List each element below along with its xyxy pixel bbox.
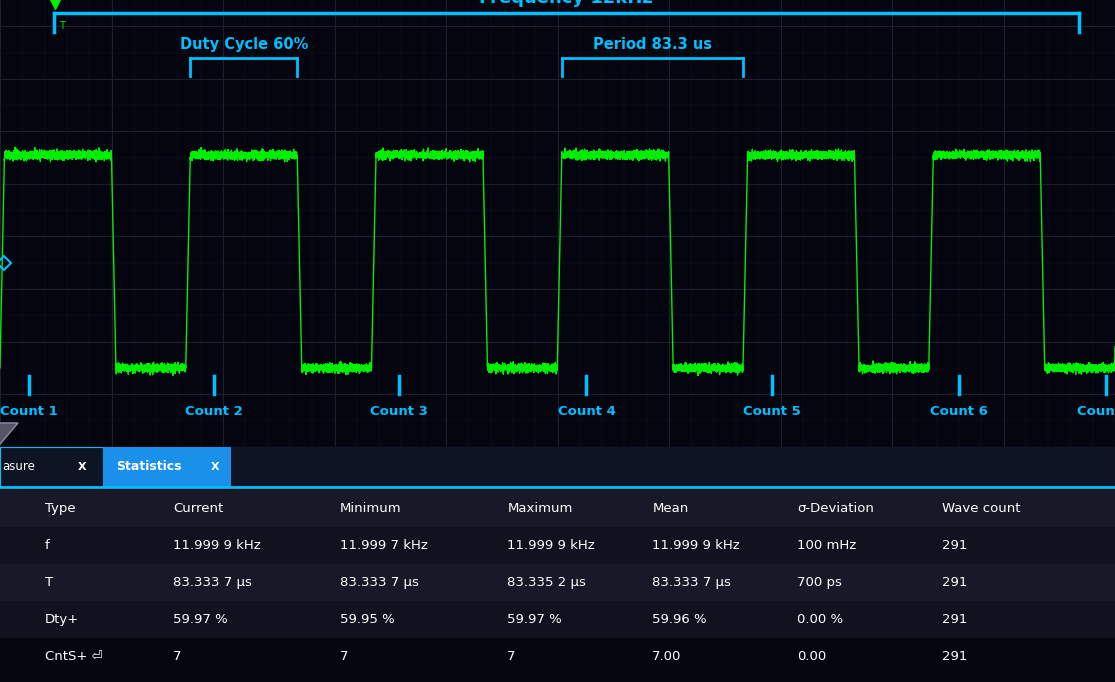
Text: CntS+ ⏎: CntS+ ⏎ [45, 650, 103, 663]
Text: Period 83.3 us: Period 83.3 us [593, 37, 711, 52]
Text: T: T [59, 21, 66, 31]
Text: 7: 7 [507, 650, 516, 663]
Bar [0, 601, 1115, 638]
Text: 83.333 7 μs: 83.333 7 μs [652, 576, 731, 589]
Text: 7: 7 [340, 650, 349, 663]
Text: T: T [45, 576, 52, 589]
Text: Maximum: Maximum [507, 503, 573, 516]
Text: Count 3: Count 3 [370, 405, 428, 418]
Text: 11.999 7 kHz: 11.999 7 kHz [340, 539, 428, 552]
Text: 59.95 %: 59.95 % [340, 613, 395, 626]
Text: Count 1: Count 1 [0, 405, 58, 418]
Text: 291: 291 [942, 539, 968, 552]
Text: 83.335 2 μs: 83.335 2 μs [507, 576, 586, 589]
Text: Count 2: Count 2 [185, 405, 243, 418]
Text: 7: 7 [173, 650, 182, 663]
Text: X: X [78, 462, 87, 472]
Text: 11.999 9 kHz: 11.999 9 kHz [507, 539, 595, 552]
Bar [103, 447, 231, 487]
Text: Current: Current [173, 503, 223, 516]
Text: 291: 291 [942, 650, 968, 663]
Text: Duty Cycle 60%: Duty Cycle 60% [180, 37, 308, 52]
Text: 11.999 9 kHz: 11.999 9 kHz [652, 539, 740, 552]
Text: Count 7: Count 7 [1077, 405, 1115, 418]
Text: 291: 291 [942, 576, 968, 589]
Text: Count 5: Count 5 [743, 405, 801, 418]
Text: Dty+: Dty+ [45, 613, 79, 626]
Text: 59.97 %: 59.97 % [173, 613, 227, 626]
Text: σ-Deviation: σ-Deviation [797, 503, 874, 516]
Text: 291: 291 [942, 613, 968, 626]
Text: 700 ps: 700 ps [797, 576, 842, 589]
Text: 59.96 %: 59.96 % [652, 613, 707, 626]
Text: Minimum: Minimum [340, 503, 401, 516]
Text: Count 6: Count 6 [930, 405, 988, 418]
Polygon shape [0, 423, 18, 444]
Bar [0, 490, 1115, 527]
Text: Type: Type [45, 503, 75, 516]
Text: 7.00: 7.00 [652, 650, 681, 663]
Text: Wave count: Wave count [942, 503, 1020, 516]
Text: Statistics: Statistics [116, 460, 182, 473]
Text: 59.97 %: 59.97 % [507, 613, 562, 626]
Text: 11.999 9 kHz: 11.999 9 kHz [173, 539, 261, 552]
Bar [0, 447, 1115, 487]
Text: f: f [45, 539, 49, 552]
Text: Mean: Mean [652, 503, 689, 516]
Text: asure: asure [2, 460, 35, 473]
Text: Frequency 12kHz: Frequency 12kHz [479, 0, 653, 7]
Bar [0, 564, 1115, 601]
Text: 100 mHz: 100 mHz [797, 539, 856, 552]
Bar [0, 447, 103, 487]
Text: 83.333 7 μs: 83.333 7 μs [173, 576, 252, 589]
Text: Count 4: Count 4 [558, 405, 615, 418]
Text: 83.333 7 μs: 83.333 7 μs [340, 576, 419, 589]
Text: X: X [211, 462, 220, 472]
Text: 0.00: 0.00 [797, 650, 826, 663]
Text: 0.00 %: 0.00 % [797, 613, 843, 626]
Bar [0, 527, 1115, 564]
